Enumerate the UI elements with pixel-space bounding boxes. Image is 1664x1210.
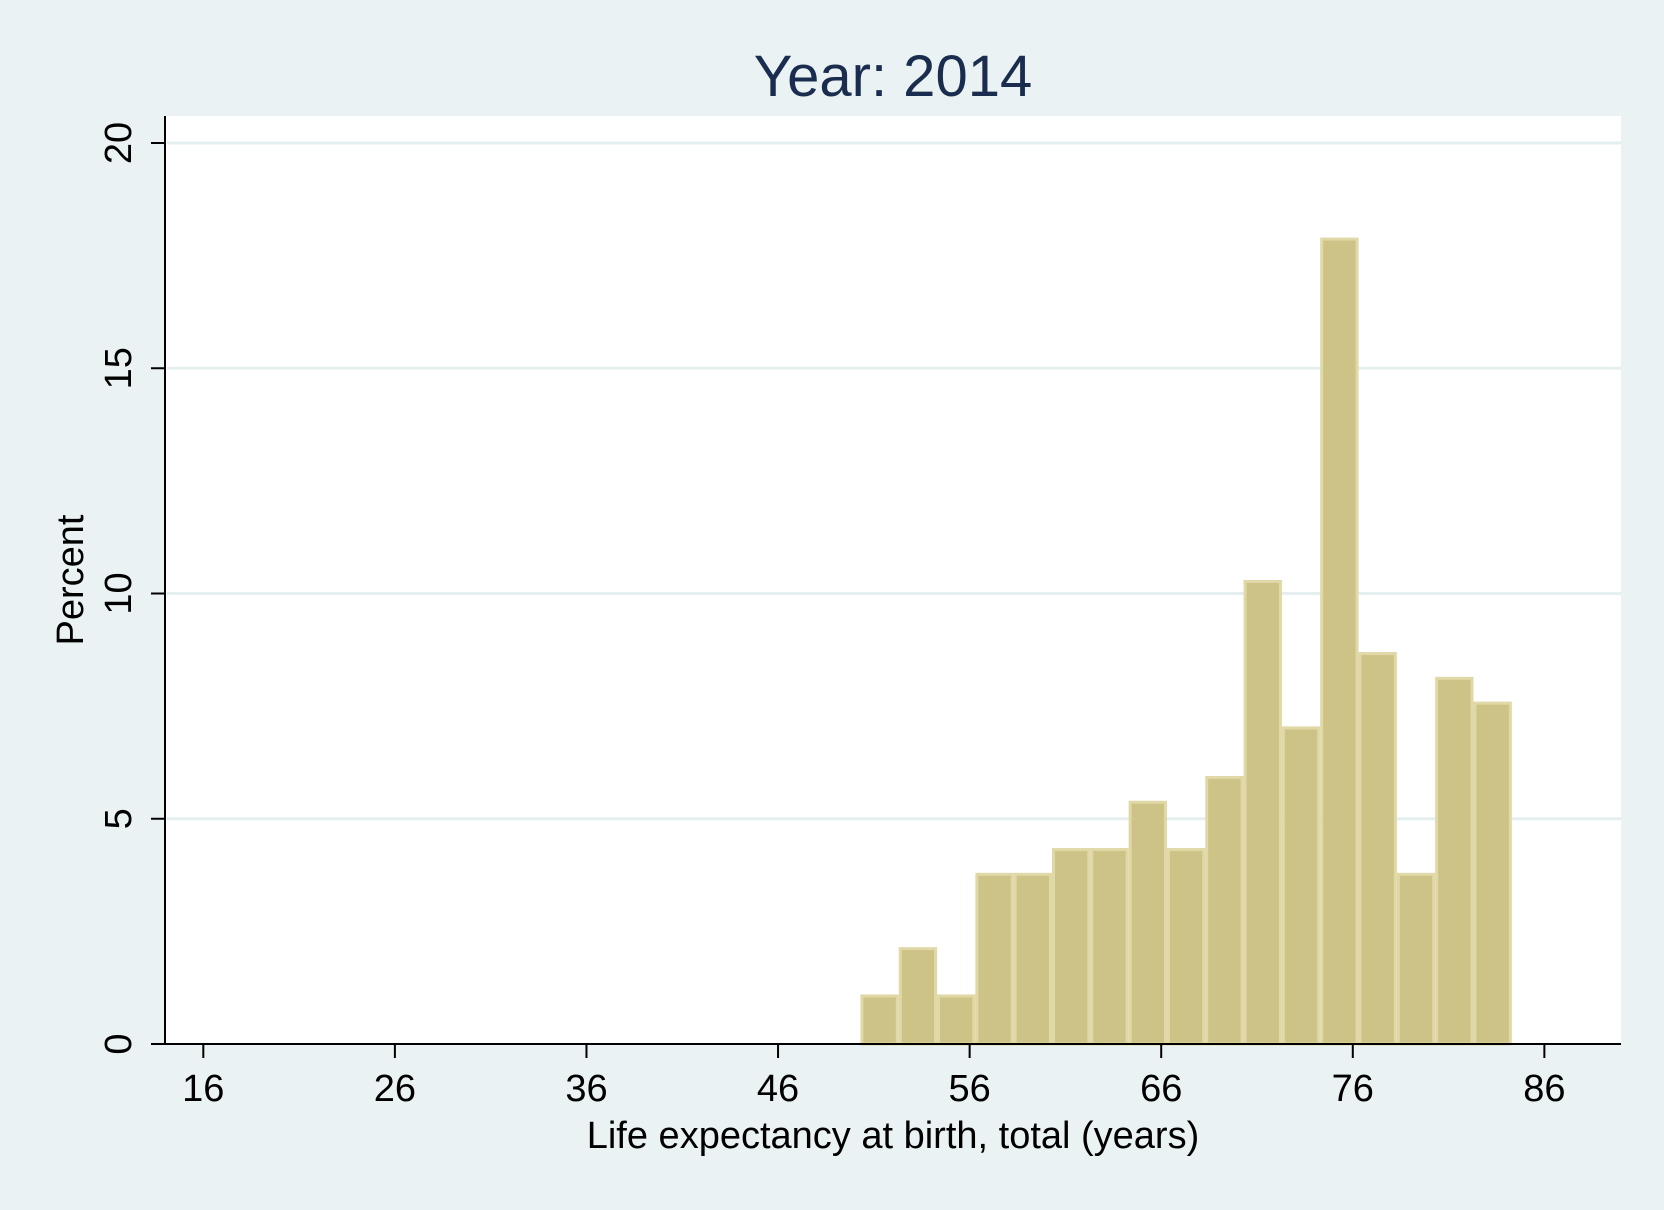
- x-tick-label-86: 86: [1523, 1068, 1565, 1110]
- histogram-bar-6: [1052, 848, 1091, 1046]
- y-tick-label-20: 20: [98, 122, 140, 164]
- y-axis-title: Percent: [50, 514, 92, 645]
- histogram-bar-5: [1013, 872, 1053, 1046]
- histogram-bar-17: [1473, 701, 1512, 1046]
- chart-title: Year: 2014: [754, 44, 1032, 109]
- x-tick-label-56: 56: [948, 1068, 990, 1110]
- histogram-bar-15: [1396, 872, 1436, 1046]
- histogram-bar-7: [1090, 848, 1129, 1046]
- histogram-bar-14: [1358, 652, 1397, 1046]
- histogram-bar-13: [1320, 237, 1359, 1046]
- histogram-bar-16: [1435, 676, 1474, 1046]
- y-tick-label-0: 0: [98, 1033, 140, 1054]
- x-tick-label-66: 66: [1140, 1068, 1182, 1110]
- histogram-bar-11: [1243, 579, 1282, 1046]
- histogram-bar-10: [1205, 775, 1244, 1046]
- x-tick-label-36: 36: [565, 1068, 607, 1110]
- x-tick-label-46: 46: [757, 1068, 799, 1110]
- x-tick-label-26: 26: [374, 1068, 416, 1110]
- x-axis-title: Life expectancy at birth, total (years): [587, 1115, 1200, 1157]
- x-tick-label-76: 76: [1332, 1068, 1374, 1110]
- histogram-bar-3: [937, 994, 976, 1046]
- y-tick-label-5: 5: [98, 808, 140, 829]
- y-tick-label-10: 10: [98, 572, 140, 614]
- histogram-bar-12: [1281, 726, 1321, 1046]
- histogram-bar-9: [1166, 848, 1206, 1046]
- histogram-bar-4: [975, 872, 1014, 1046]
- histogram-bar-2: [898, 947, 938, 1046]
- histogram-bar-8: [1128, 800, 1167, 1046]
- axes-group: 16 26 36 46 56 66 76 86 0 5 10 15 20: [98, 116, 1621, 1110]
- y-tick-label-15: 15: [98, 347, 140, 389]
- x-tick-label-16: 16: [182, 1068, 224, 1110]
- histogram-bar-1: [860, 994, 899, 1046]
